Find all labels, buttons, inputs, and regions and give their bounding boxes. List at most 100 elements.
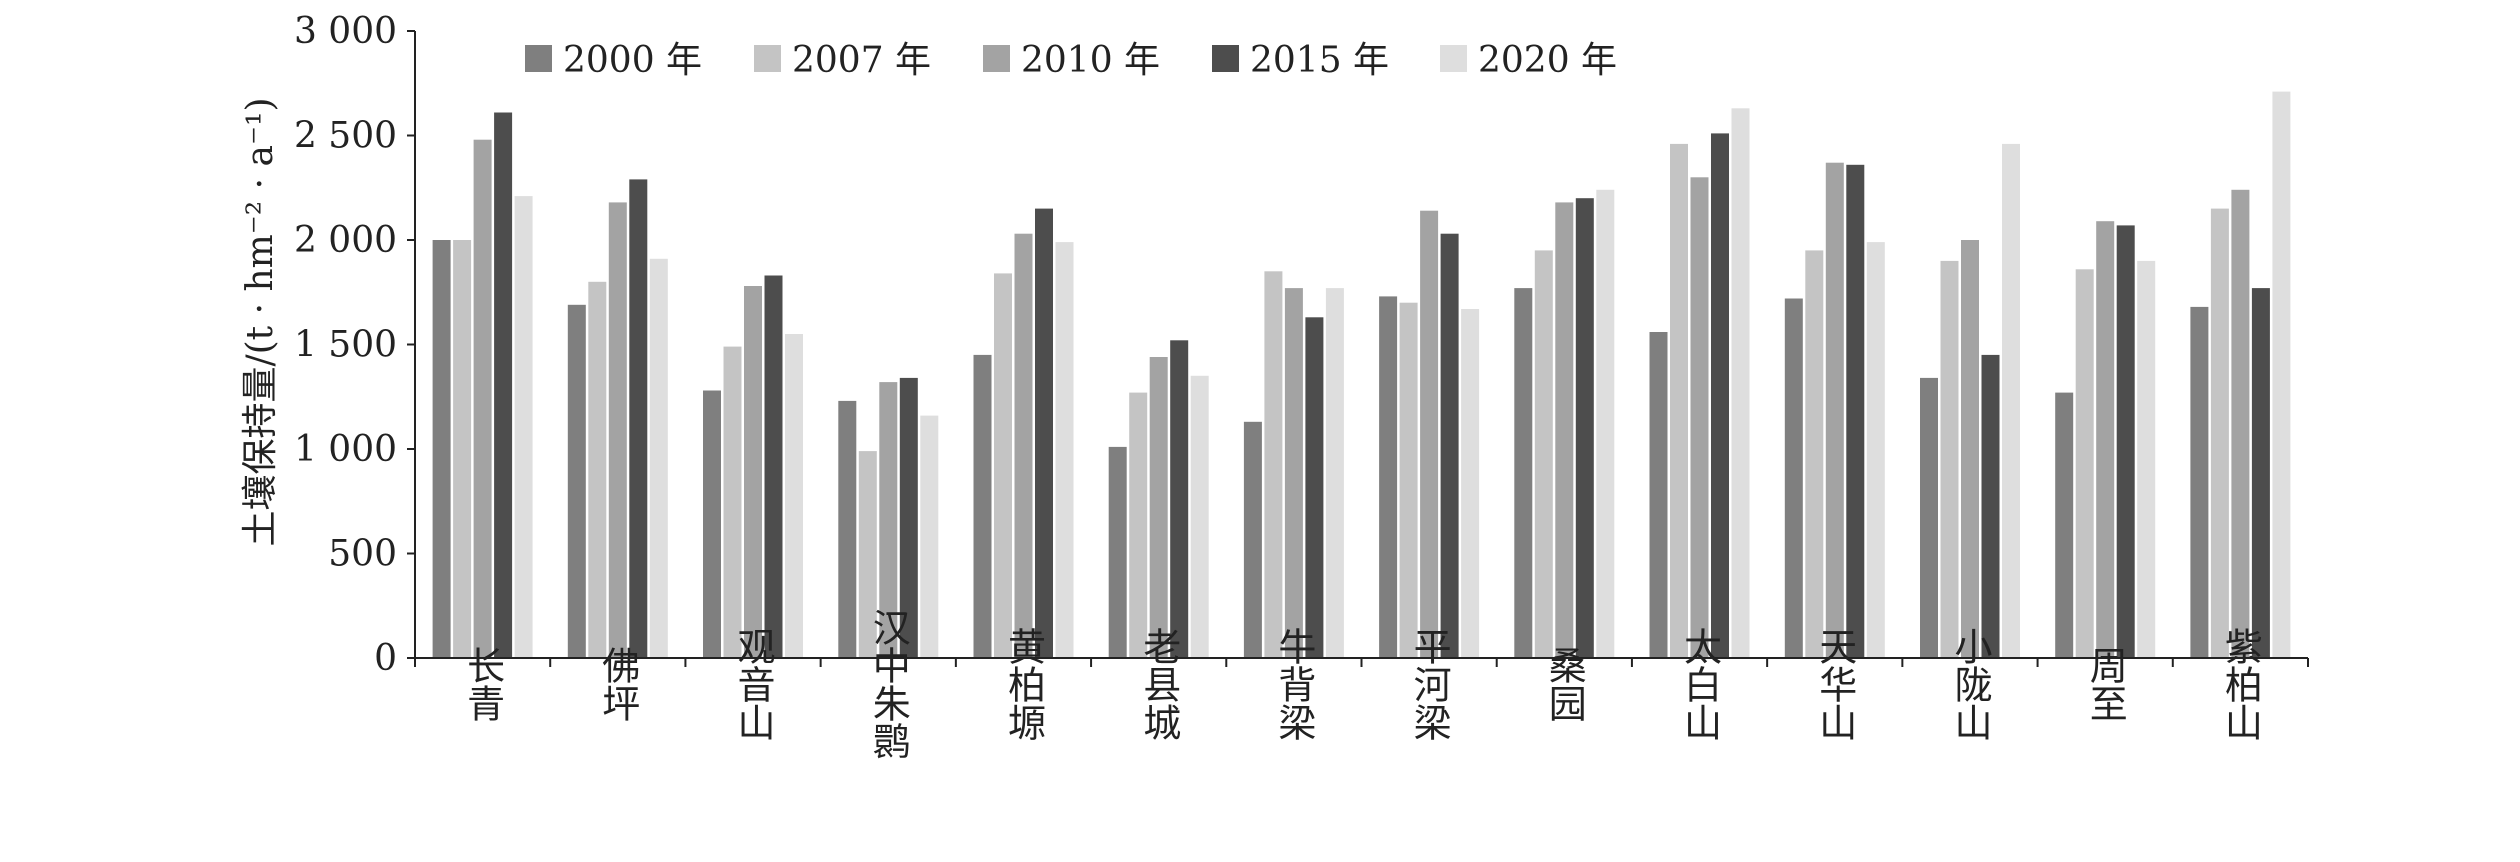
- legend-swatch: [525, 45, 552, 72]
- bar: [858, 451, 877, 658]
- bar: [899, 377, 918, 658]
- y-tick-label: 1 000: [294, 429, 397, 470]
- x-category-label: 太白山: [1678, 627, 1722, 741]
- bar: [2231, 189, 2250, 659]
- bar: [1555, 202, 1574, 658]
- bar: [2055, 392, 2074, 658]
- bar: [1325, 288, 1344, 658]
- bar: [1420, 210, 1439, 658]
- bar: [1170, 340, 1189, 658]
- x-category-label: 佛坪: [596, 646, 640, 722]
- bar: [764, 275, 783, 658]
- bar: [1711, 133, 1729, 658]
- bar: [2096, 221, 2115, 658]
- bar: [920, 415, 939, 658]
- bar: [1129, 392, 1148, 658]
- bar: [1461, 309, 1480, 658]
- legend-label: 2020 年: [1478, 40, 1617, 81]
- bar: [494, 112, 513, 658]
- bar: [2251, 288, 2270, 658]
- legend-label: 2007 年: [792, 40, 931, 81]
- bar: [1784, 298, 1803, 658]
- bar: [2272, 91, 2291, 659]
- bar: [453, 240, 472, 658]
- bar: [2075, 269, 2094, 658]
- bar: [1534, 250, 1553, 658]
- legend-swatch: [1212, 45, 1239, 72]
- y-axis-title: 土壤保持量/(t · hm⁻² · a⁻¹): [240, 98, 281, 547]
- bar: [2137, 260, 2156, 658]
- bar: [649, 258, 668, 658]
- bar: [1055, 242, 1074, 658]
- bar: [2190, 306, 2209, 658]
- bar: [1514, 288, 1533, 658]
- x-category-label: 平河梁: [1407, 627, 1451, 741]
- y-tick-label: 1 500: [294, 325, 397, 366]
- bar: [1690, 177, 1709, 659]
- bar: [1399, 302, 1418, 658]
- bar: [1190, 375, 1209, 658]
- bar: [1846, 164, 1865, 659]
- bar: [879, 382, 898, 658]
- bar: [1014, 233, 1033, 658]
- x-category-label: 老县城: [1137, 627, 1181, 741]
- bar: [1825, 162, 1844, 658]
- bar: [1731, 108, 1750, 659]
- x-category-label: 小陇山: [1948, 627, 1992, 741]
- bar: [1596, 189, 1615, 659]
- bar: [629, 179, 648, 658]
- bar: [1284, 288, 1303, 658]
- bar: [432, 240, 451, 658]
- bar: [1805, 250, 1824, 658]
- bar: [1035, 208, 1053, 658]
- bar: [1866, 242, 1885, 658]
- legend-label: 2015 年: [1250, 40, 1389, 81]
- bar: [723, 346, 742, 658]
- x-category-label: 紫柏山: [2218, 627, 2262, 741]
- bar: [994, 273, 1012, 658]
- y-tick-label: 3 000: [294, 11, 397, 52]
- bar: [1243, 421, 1262, 658]
- x-category-label: 天华山: [1813, 627, 1857, 741]
- bar: [1440, 233, 1459, 658]
- bar: [785, 334, 803, 658]
- x-category-label: 黄柏塬: [1002, 627, 1046, 741]
- y-tick-label: 500: [328, 534, 397, 575]
- bar: [1670, 143, 1688, 658]
- bar: [1649, 332, 1668, 658]
- bar: [2116, 225, 2135, 658]
- bar: [608, 202, 627, 658]
- bar: [1920, 377, 1938, 658]
- bar: [1305, 317, 1324, 658]
- bar: [1379, 296, 1398, 658]
- x-category-label: 桑园: [1542, 646, 1586, 722]
- bar: [744, 286, 762, 658]
- legend-swatch: [754, 45, 781, 72]
- bar: [1149, 357, 1168, 658]
- bar: [1108, 446, 1127, 658]
- legend: 2000 年 2007 年 2010 年 2015 年 2020 年: [525, 40, 1617, 81]
- bar: [1264, 271, 1283, 658]
- bar: [2002, 143, 2020, 658]
- x-category-label: 汉中朱鹮: [866, 608, 910, 760]
- bar: [703, 390, 721, 658]
- x-category-label: 牛背梁: [1272, 627, 1316, 741]
- bar: [567, 304, 586, 658]
- labels-layer: 0 500 1 000 1 500 2 000 2 500 3 000 长青 佛坪 观音山 汉中朱鹮…: [294, 11, 2262, 760]
- axes-layer: [407, 30, 2309, 667]
- bar: [2210, 208, 2229, 658]
- legend-swatch: [1440, 45, 1467, 72]
- legend-label: 2010 年: [1021, 40, 1160, 81]
- legend-swatch: [983, 45, 1010, 72]
- bar: [1981, 354, 2000, 658]
- y-tick-label: 2 500: [294, 116, 397, 157]
- bar: [473, 139, 492, 658]
- y-tick-label: 0: [374, 638, 397, 679]
- bar: [588, 281, 607, 658]
- bars-layer: [432, 91, 2291, 659]
- legend-label: 2000 年: [563, 40, 702, 81]
- bar: [973, 354, 992, 658]
- x-category-label: 观音山: [731, 627, 775, 741]
